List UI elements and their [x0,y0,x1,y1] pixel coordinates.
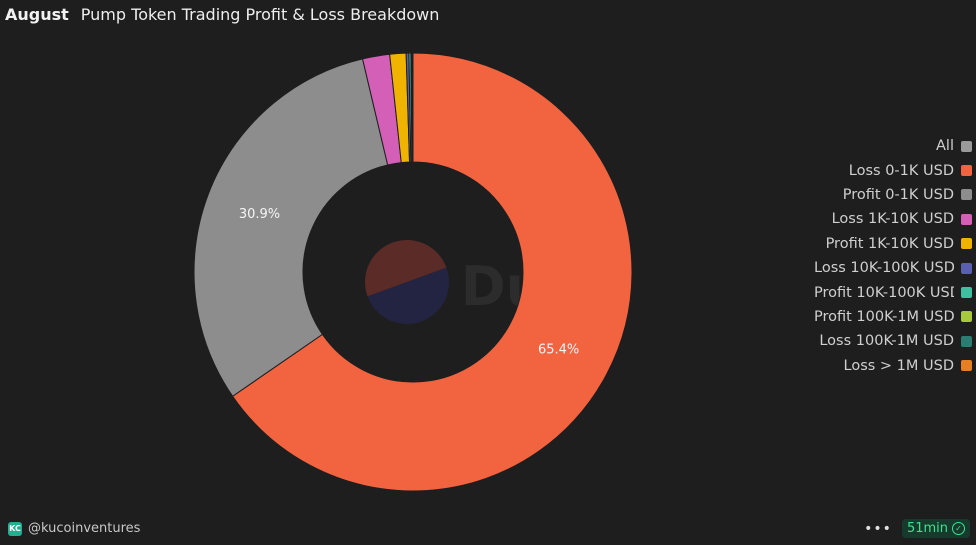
legend-item[interactable]: Profit 10K-100K USD [790,280,972,304]
legend-item[interactable]: Loss 0-1K USD [790,158,972,182]
author-handle: @kucoinventures [28,521,141,536]
legend-swatch [961,311,972,323]
footer-author[interactable]: KC @kucoinventures [8,521,140,536]
legend-label: All [936,138,954,155]
legend-item[interactable]: All [790,134,972,158]
data-label: 65.4% [538,343,579,358]
pie-slice-profit-0-1k-usd[interactable] [193,58,389,397]
legend-label: Profit 100K-1M USD [814,308,954,325]
legend-label: Loss 0-1K USD [848,162,954,179]
legend-swatch [961,238,972,250]
chart-legend: All Loss 0-1K USD Profit 0-1K USD Loss 1K-1… [790,134,972,378]
check-circle-icon: ✓ [952,522,965,535]
legend-swatch [961,287,972,299]
legend-item[interactable]: Profit 0-1K USD [790,183,972,207]
legend-item[interactable]: Profit 100K-1M USD [790,305,972,329]
legend-label: Loss 1K-10K USD [831,211,954,228]
refresh-status-badge[interactable]: 51min ✓ [901,519,970,538]
legend-item[interactable]: Loss > 1M USD [790,354,972,378]
month-tag: August [5,5,69,24]
more-dots-icon[interactable]: ••• [864,520,892,537]
legend-swatch [961,140,972,152]
legend-label: Profit 10K-100K USD [814,284,954,301]
dune-logo-icon [365,240,449,324]
legend-item[interactable]: Profit 1K-10K USD [790,232,972,256]
chart-title: Pump Token Trading Profit & Loss Breakdo… [80,5,440,24]
legend-label: Loss 10K-100K USD [814,260,954,277]
refresh-time: 51min [906,521,948,536]
legend-swatch [961,165,972,177]
legend-swatch [961,360,972,372]
legend-label: Profit 1K-10K USD [825,235,954,252]
legend-swatch [961,335,972,347]
pie-slice-loss-0-1k-usd[interactable] [231,52,633,492]
legend-label: Profit 0-1K USD [842,186,954,203]
chart-header: August Pump Token Trading Profit & Loss … [5,5,439,27]
footer-actions: ••• 51min ✓ [864,519,970,538]
legend-swatch [961,213,972,225]
legend-label: Loss 100K-1M USD [819,333,954,350]
pie-slice-loss-1m-usd[interactable] [411,52,414,163]
data-label: 30.9% [239,207,280,222]
legend-swatch [961,189,972,201]
legend-item[interactable]: Loss 1K-10K USD [790,207,972,231]
legend-item[interactable]: Loss 100K-1M USD [790,329,972,353]
kucoin-logo-icon: KC [8,521,22,536]
legend-label: Loss > 1M USD [843,357,955,374]
legend-item[interactable]: Loss 10K-100K USD [790,256,972,280]
legend-swatch [961,262,972,274]
